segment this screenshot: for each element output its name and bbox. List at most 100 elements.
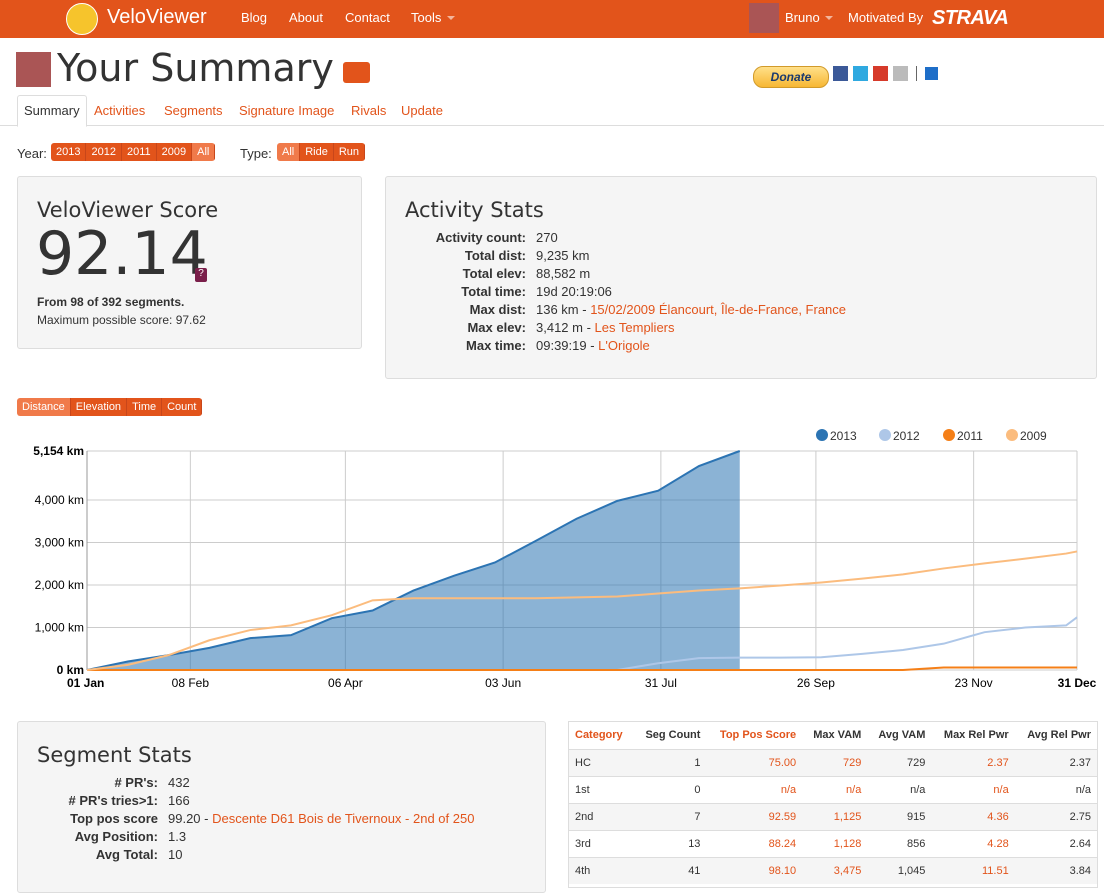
- table-header[interactable]: Top Pos Score: [719, 729, 797, 742]
- filter-button[interactable]: All: [192, 143, 216, 161]
- tab[interactable]: Summary: [17, 95, 87, 127]
- table-cell: 3.84: [1069, 864, 1091, 877]
- table-header: Seg Count: [645, 729, 701, 742]
- strava-logo[interactable]: STRAVA: [932, 7, 1009, 29]
- stat-link[interactable]: L'Origole: [598, 338, 650, 353]
- table-cell: 4th: [575, 864, 591, 877]
- stat-label: Top pos score: [70, 811, 158, 826]
- nav-link[interactable]: Tools: [411, 10, 442, 25]
- stat-text: 10: [168, 847, 183, 862]
- filter-button[interactable]: Ride: [300, 143, 334, 161]
- type-label: Type:: [240, 146, 272, 161]
- stat-text: 99.20 -: [168, 811, 209, 826]
- googleplus-icon[interactable]: [873, 66, 888, 81]
- nav-link[interactable]: Blog: [241, 10, 268, 25]
- tab[interactable]: Rivals: [351, 103, 387, 118]
- tab[interactable]: Update: [401, 103, 443, 118]
- stat-text: 9,235 km: [536, 248, 590, 263]
- table-header: Avg Rel Pwr: [1027, 729, 1091, 742]
- x-tick-label: 03 Jun: [485, 676, 521, 690]
- table-row: 1st 0 n/a n/a n/a n/a n/a: [569, 776, 1097, 803]
- table-cell: 4.28: [987, 837, 1009, 850]
- motivated-text: Motivated By: [848, 10, 924, 25]
- filter-button[interactable]: Distance: [17, 398, 71, 416]
- filter-button[interactable]: 2009: [156, 143, 193, 161]
- table-header-row: Category Seg Count Top Pos Score Max VAM Avg…: [569, 722, 1097, 749]
- nav-link[interactable]: About: [289, 10, 323, 25]
- stat-value: 166: [168, 793, 190, 808]
- divider: [916, 66, 917, 81]
- help-icon[interactable]: ?: [195, 268, 207, 282]
- table-row: 3rd 13 88.24 1,128 856 4.28 2.64: [569, 830, 1097, 857]
- filter-button[interactable]: All: [277, 143, 301, 161]
- table-cell: n/a: [780, 783, 797, 796]
- table-header: Max VAM: [813, 729, 862, 742]
- table-cell: 915: [907, 810, 926, 823]
- table-cell: 2.37: [987, 756, 1009, 769]
- caret: [825, 16, 833, 24]
- addthis-icon[interactable]: [925, 67, 938, 80]
- chart-buttons: Distance Elevation Time Count: [17, 398, 203, 416]
- filter-button[interactable]: Elevation: [70, 398, 128, 416]
- logo-icon[interactable]: [66, 3, 98, 35]
- table-cell: 2.64: [1069, 837, 1091, 850]
- filter-button[interactable]: Run: [333, 143, 366, 161]
- table-cell: 98.10: [768, 864, 797, 877]
- stat-label: Total elev:: [462, 266, 526, 281]
- year-filter: 2013 2012 2011 2009 All: [51, 143, 216, 161]
- stat-value: 88,582 m: [536, 266, 590, 281]
- filter-button[interactable]: 2013: [51, 143, 87, 161]
- stat-value: 19d 20:19:06: [536, 284, 612, 299]
- series-area: [87, 451, 740, 670]
- table-cell: 729: [907, 756, 926, 769]
- donate-button[interactable]: Donate: [753, 66, 829, 88]
- filter-button[interactable]: Count: [162, 398, 203, 416]
- tab[interactable]: Segments: [164, 103, 223, 118]
- year-label: Year:: [17, 146, 47, 161]
- stat-label: Max dist:: [469, 302, 526, 317]
- x-tick-label: 31 Jul: [645, 676, 677, 690]
- stat-label: Activity count:: [435, 230, 526, 245]
- tab[interactable]: Activities: [94, 103, 146, 118]
- table-cell: n/a: [846, 783, 862, 796]
- stat-link[interactable]: Descente D61 Bois de Tivernoux - 2nd of …: [212, 811, 475, 826]
- tab[interactable]: Signature Image: [239, 103, 335, 118]
- filter-button[interactable]: 2011: [121, 143, 157, 161]
- stat-value: 136 km - 15/02/2009 Élancourt, Île-de-Fr…: [536, 302, 846, 317]
- table-header: Avg VAM: [878, 729, 926, 742]
- nav-link[interactable]: Contact: [345, 10, 390, 25]
- stat-link[interactable]: Les Templiers: [594, 320, 675, 335]
- stat-text: 166: [168, 793, 190, 808]
- stat-value: 09:39:19 - L'Origole: [536, 338, 650, 353]
- twitter-icon[interactable]: [853, 66, 868, 81]
- facebook-icon[interactable]: [833, 66, 848, 81]
- table-cell: HC: [575, 756, 591, 769]
- x-tick-label: 31 Dec: [1058, 676, 1097, 690]
- table-header[interactable]: Category: [575, 729, 623, 742]
- stat-link[interactable]: 15/02/2009 Élancourt, Île-de-France, Fra…: [590, 302, 847, 317]
- refresh-button[interactable]: [343, 62, 370, 83]
- series-line: [86, 450, 741, 671]
- table-cell: n/a: [1075, 783, 1091, 796]
- table-header: Max Rel Pwr: [943, 729, 1009, 742]
- activity-panel: Activity Stats Activity count: 270 Total d…: [385, 176, 1097, 379]
- stat-value: 99.20 - Descente D61 Bois de Tivernoux -…: [168, 811, 474, 826]
- activity-title: Activity Stats: [405, 198, 544, 222]
- filter-button[interactable]: 2012: [86, 143, 122, 161]
- table-cell: n/a: [910, 783, 926, 796]
- filter-button[interactable]: Time: [127, 398, 163, 416]
- stat-label: Max time:: [466, 338, 526, 353]
- stat-value: 432: [168, 775, 190, 790]
- category-table: Category Seg Count Top Pos Score Max VAM Avg…: [569, 722, 1097, 884]
- stat-text: 432: [168, 775, 190, 790]
- logo-text[interactable]: VeloViewer: [107, 6, 207, 28]
- share-icon[interactable]: [893, 66, 908, 81]
- series-line: [87, 666, 1077, 671]
- segment-panel: Segment Stats # PR's: 432 # PR's tries>1: 1…: [17, 721, 546, 893]
- table-cell: 1,045: [897, 864, 926, 877]
- navbar: VeloViewer Blog About Contact Tools Bruno M…: [0, 0, 1104, 38]
- y-tick-label: 2,000 km: [35, 578, 84, 592]
- user-avatar[interactable]: [749, 3, 779, 33]
- stat-text: 1.3: [168, 829, 187, 844]
- user-name[interactable]: Bruno: [785, 10, 820, 25]
